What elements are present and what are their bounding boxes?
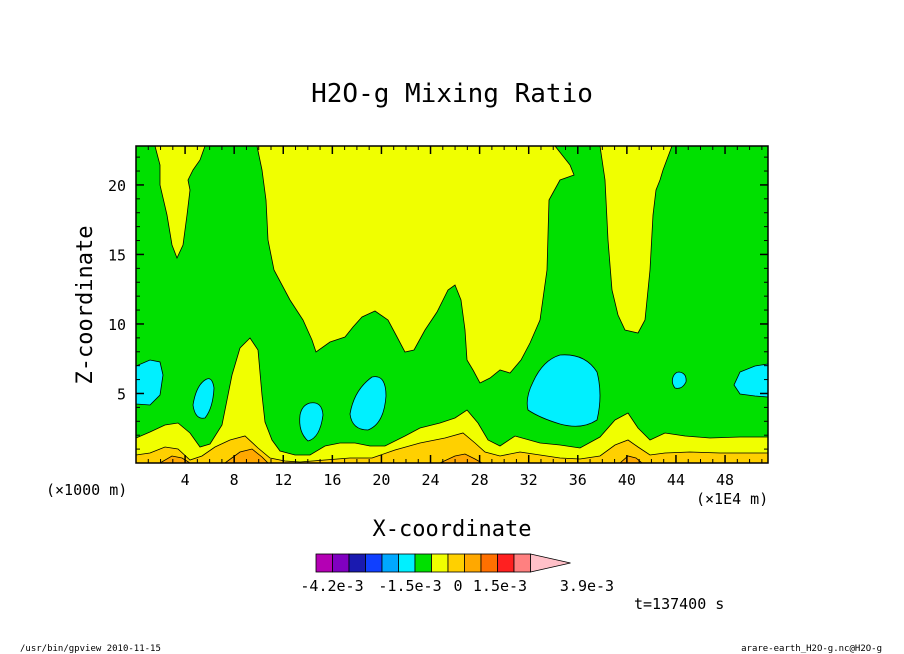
colorbar-swatch	[398, 553, 416, 573]
x-tick-label: 28	[471, 471, 489, 489]
orange-surface-layer-1	[136, 432, 768, 463]
colorbar-swatch	[497, 553, 515, 573]
colorbar-swatch	[431, 553, 449, 573]
colorbar-label: -1.5e-3	[378, 577, 441, 595]
yellow-region-center	[256, 146, 575, 384]
y-axis-label: Z-coordinate	[73, 226, 98, 385]
x-tick-label: 12	[274, 471, 292, 489]
colorbar	[315, 553, 571, 573]
x-tick-label: 24	[421, 471, 439, 489]
x-tick-label: 40	[618, 471, 636, 489]
colorbar-swatch	[480, 553, 498, 573]
footer-right: arare-earth_H2O-g.nc@H2O-g	[741, 644, 882, 654]
colorbar-swatch	[315, 553, 333, 573]
x-tick-label: 44	[667, 471, 685, 489]
cyan-region-right-edge	[733, 363, 768, 398]
cyan-region-x35	[526, 354, 601, 427]
yellow-region-upper-right	[599, 146, 673, 334]
x-tick-label: 48	[716, 471, 734, 489]
x-axis-label: X-coordinate	[373, 517, 532, 542]
footer-left: /usr/bin/gpview 2010-11-15	[20, 644, 161, 654]
x-tick-label: 4	[181, 471, 190, 489]
y-tick-label: 15	[108, 246, 126, 264]
cyan-region-x5	[192, 378, 215, 419]
x-tick-label: 8	[230, 471, 239, 489]
colorbar-swatch	[332, 553, 350, 573]
yellow-region-upper-left	[154, 146, 206, 260]
y-axis: 5 10 15 20	[108, 156, 768, 450]
colorbar-swatch	[513, 553, 531, 573]
colorbar-swatch	[348, 553, 366, 573]
colorbar-swatch	[447, 553, 465, 573]
colorbar-swatch	[365, 553, 383, 573]
x-axis: 4 8 12 16 20 24 28 32 36 40 44 48	[147, 146, 763, 489]
x-scale-note: (×1E4 m)	[696, 490, 768, 508]
time-label: t=137400 s	[634, 595, 724, 613]
y-scale-note: (×1000 m)	[46, 481, 127, 499]
cyan-region-x19	[349, 376, 387, 431]
colorbar-label: 3.9e-3	[560, 577, 614, 595]
yellow-surface-layer	[136, 337, 768, 463]
colorbar-label: -4.2e-3	[300, 577, 363, 595]
colorbar-labels: -4.2e-3 -1.5e-3 0 1.5e-3 3.9e-3	[300, 577, 614, 595]
y-tick-label: 20	[108, 177, 126, 195]
colorbar-swatch	[381, 553, 399, 573]
x-tick-label: 32	[520, 471, 538, 489]
x-tick-label: 36	[569, 471, 587, 489]
x-tick-label: 16	[323, 471, 341, 489]
colorbar-label: 0	[453, 577, 462, 595]
plot-frame	[135, 145, 769, 464]
chart-title: H2O-g Mixing Ratio	[311, 79, 593, 109]
orange-surface-layer-2	[159, 448, 643, 463]
cyan-region-x14	[299, 402, 324, 442]
x-tick-label: 20	[372, 471, 390, 489]
colorbar-extend-arrow	[530, 553, 571, 573]
cyan-region-x44	[671, 371, 687, 389]
colorbar-swatch	[464, 553, 482, 573]
y-tick-label: 5	[117, 385, 126, 403]
plot-area	[136, 146, 768, 463]
colorbar-swatch	[414, 553, 432, 573]
colorbar-label: 1.5e-3	[473, 577, 527, 595]
y-tick-label: 10	[108, 316, 126, 334]
